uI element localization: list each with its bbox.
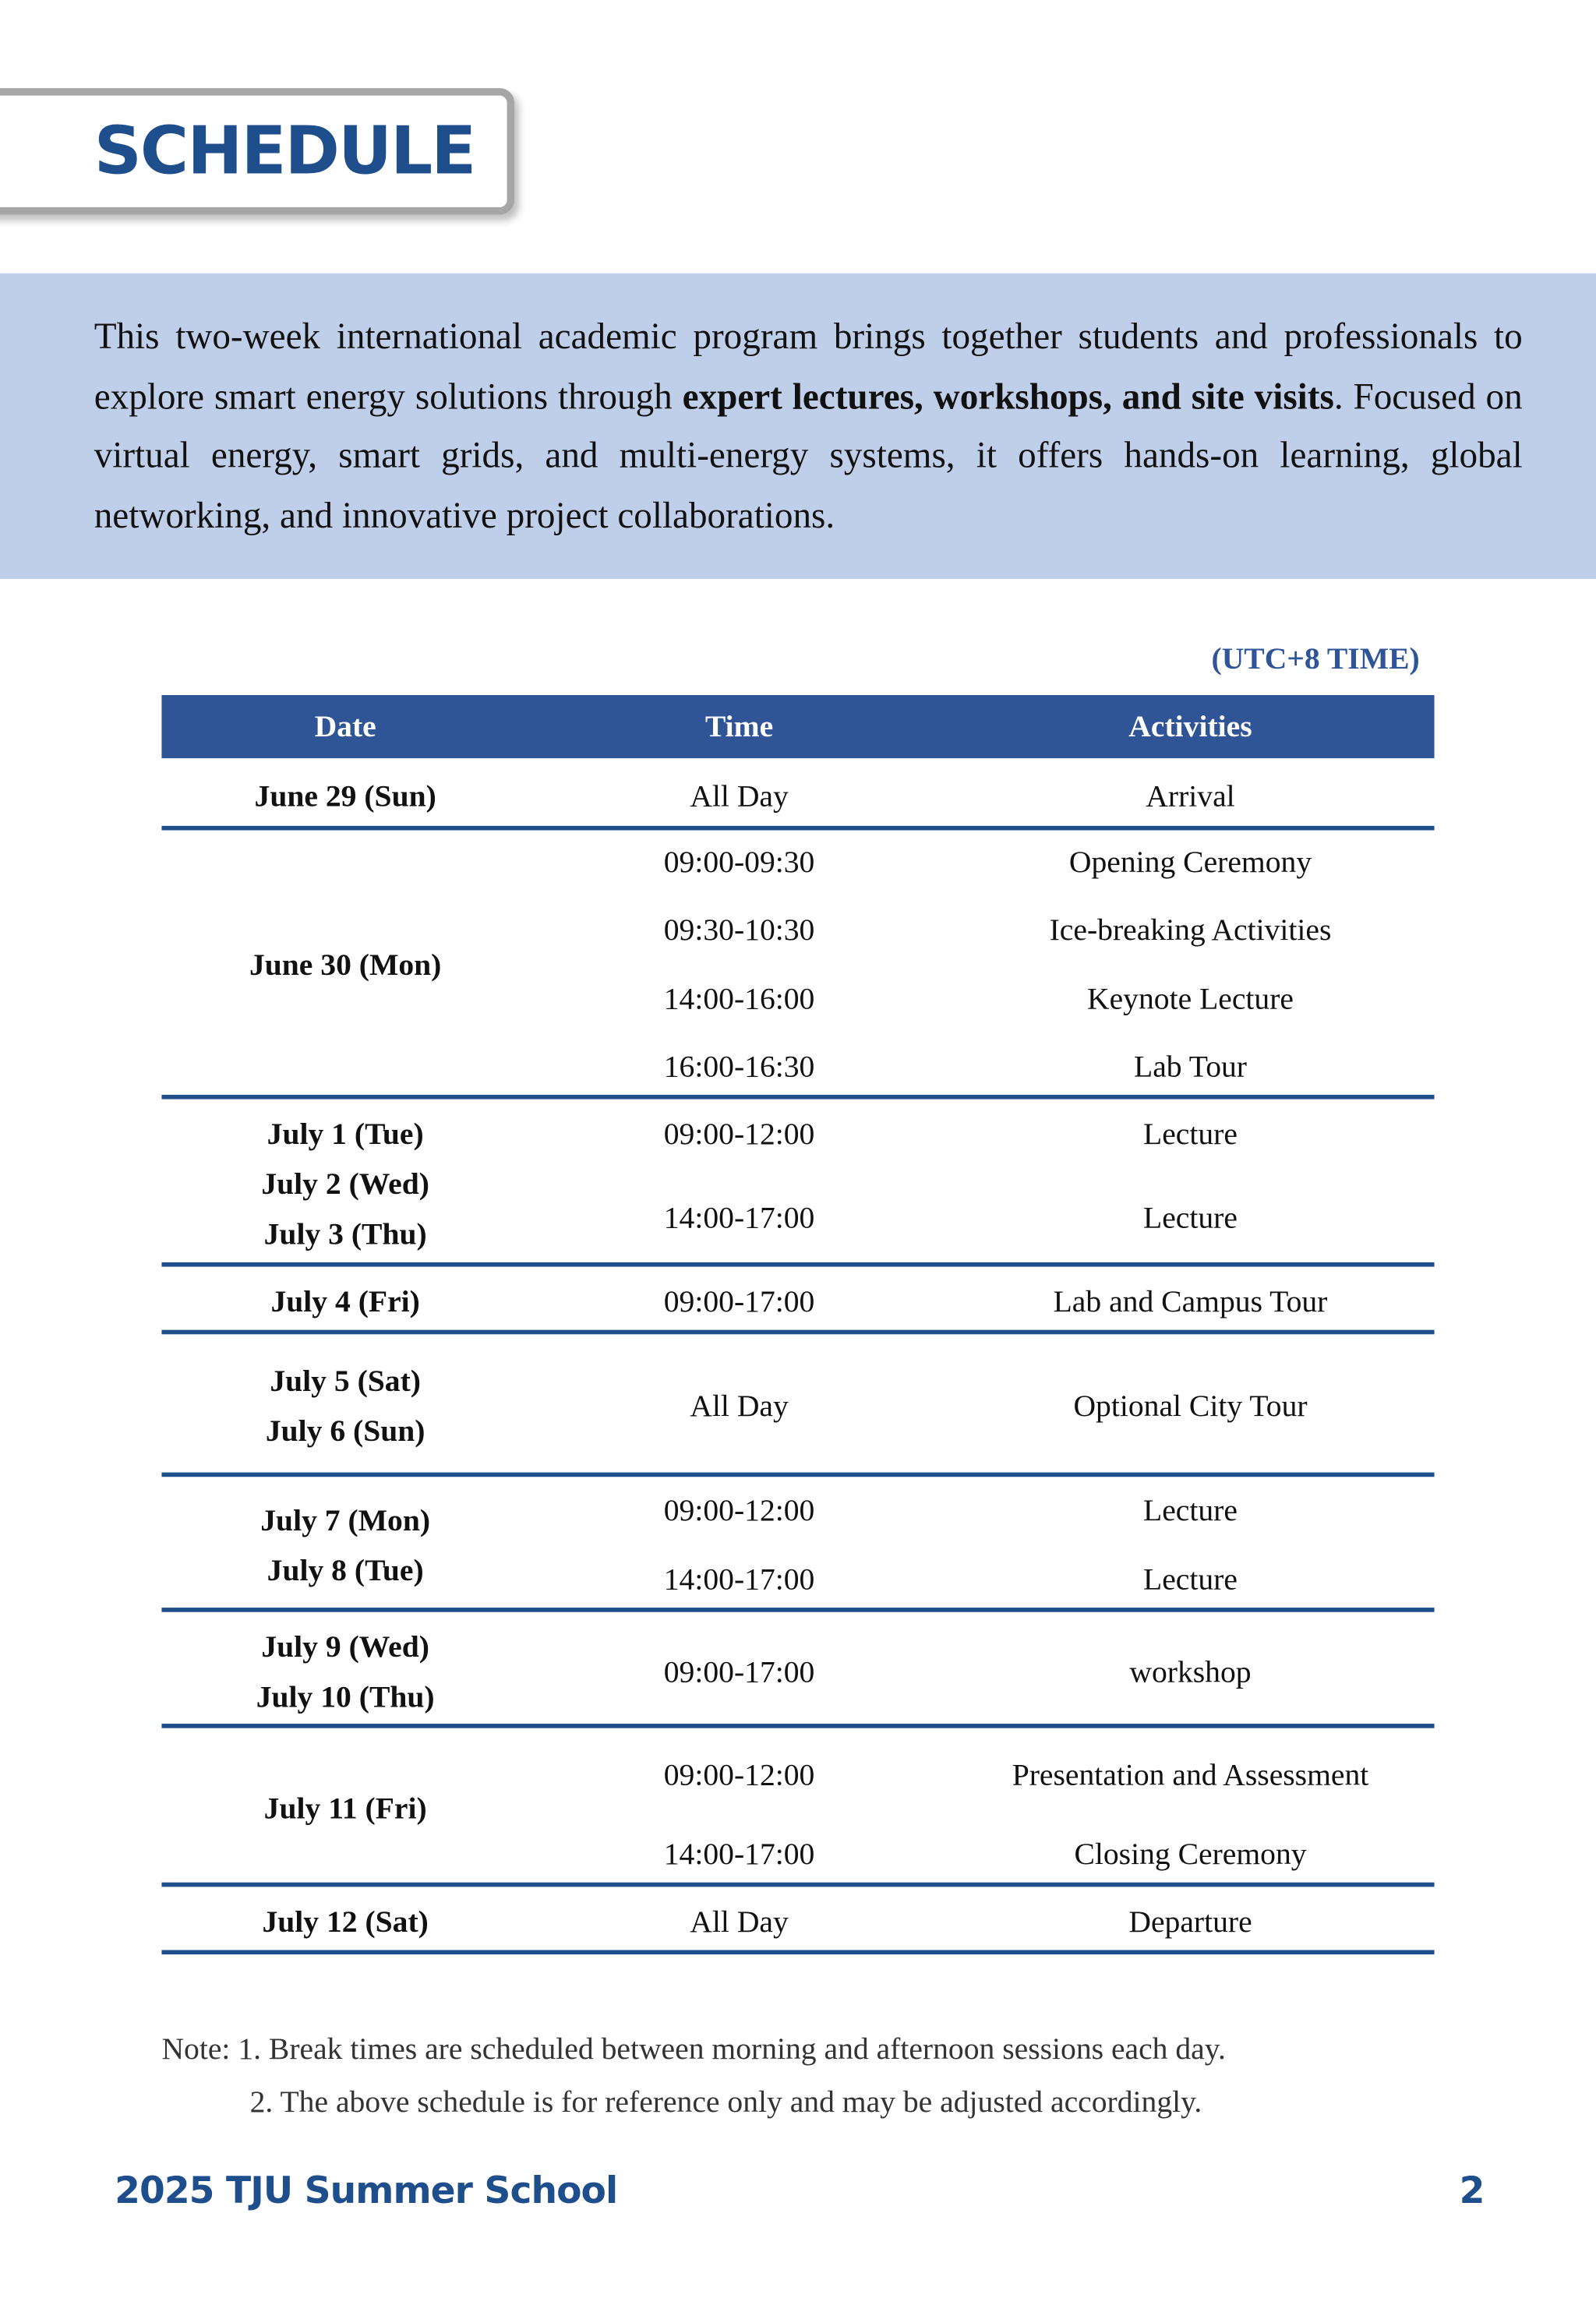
- date-cell: June 30 (Mon): [249, 947, 442, 983]
- time-cell: 14:00-17:00: [663, 1561, 815, 1597]
- row-divider: [161, 1262, 1435, 1266]
- time-cell: All Day: [690, 1388, 789, 1424]
- time-cell: 16:00-16:30: [663, 1048, 815, 1084]
- page-number: 2: [1459, 2169, 1485, 2212]
- time-cell: 09:00-17:00: [663, 1654, 815, 1689]
- activity-cell: Presentation and Assessment: [1012, 1756, 1369, 1792]
- row-divider: [161, 825, 1435, 830]
- time-cell: 09:30-10:30: [663, 912, 815, 948]
- intro-band: [0, 273, 1596, 580]
- date-cell: July 1 (Tue): [267, 1116, 424, 1152]
- table-header: [161, 694, 1435, 759]
- note-2: 2. The above schedule is for reference o…: [249, 2084, 1202, 2120]
- intro-text-2: . Focused on virtual energy, smart grids…: [94, 376, 1523, 536]
- activity-cell: Optional City Tour: [1073, 1388, 1308, 1424]
- note-1: Note: 1. Break times are scheduled betwe…: [161, 2031, 1226, 2067]
- date-cell: July 3 (Thu): [263, 1216, 427, 1251]
- footer-title: 2025 TJU Summer School: [115, 2169, 618, 2212]
- activity-cell: Lecture: [1143, 1561, 1238, 1597]
- row-divider: [161, 1472, 1435, 1477]
- date-cell: July 9 (Wed): [261, 1629, 429, 1664]
- date-cell: July 2 (Wed): [261, 1166, 429, 1202]
- activity-cell: Keynote Lecture: [1087, 980, 1294, 1017]
- activity-cell: Lab Tour: [1134, 1048, 1247, 1084]
- date-cell: July 6 (Sun): [265, 1413, 425, 1449]
- activity-cell: Lecture: [1143, 1492, 1238, 1528]
- date-cell: July 4 (Fri): [270, 1283, 420, 1319]
- activity-cell: Ice-breaking Activities: [1049, 912, 1332, 948]
- time-cell: 14:00-17:00: [663, 1199, 815, 1236]
- date-cell: July 8 (Tue): [267, 1552, 424, 1588]
- activity-cell: workshop: [1129, 1654, 1252, 1689]
- date-cell: July 12 (Sat): [262, 1904, 429, 1940]
- intro-paragraph: This two-week international academic pro…: [94, 309, 1523, 546]
- date-cell: July 5 (Sat): [270, 1363, 421, 1399]
- row-divider: [161, 1950, 1435, 1954]
- time-cell: 09:00-09:30: [663, 844, 815, 880]
- time-cell: All Day: [690, 778, 789, 814]
- time-cell: 09:00-12:00: [663, 1116, 815, 1152]
- intro-text: This two-week international academic pro…: [94, 317, 1523, 417]
- date-cell: July 10 (Thu): [256, 1678, 435, 1714]
- activity-cell: Opening Ceremony: [1068, 844, 1312, 880]
- header-time: Time: [704, 708, 774, 744]
- time-cell: 09:00-12:00: [663, 1492, 815, 1528]
- row-divider: [161, 1882, 1435, 1887]
- activity-cell: Arrival: [1146, 778, 1235, 814]
- time-cell: 09:00-17:00: [663, 1283, 815, 1319]
- time-cell: All Day: [690, 1904, 789, 1940]
- activity-cell: Closing Ceremony: [1074, 1836, 1307, 1872]
- row-divider: [161, 1329, 1435, 1334]
- date-cell: July 7 (Mon): [260, 1502, 431, 1538]
- header-date: Date: [314, 708, 376, 744]
- time-cell: 09:00-12:00: [663, 1756, 815, 1792]
- timezone-label: (UTC+8 TIME): [1211, 641, 1420, 676]
- intro-bold: expert lectures, workshops, and site vis…: [682, 376, 1334, 417]
- date-cell: June 29 (Sun): [254, 778, 436, 814]
- header-activities: Activities: [1128, 708, 1252, 744]
- activity-cell: Lab and Campus Tour: [1053, 1283, 1328, 1319]
- activity-cell: Lecture: [1143, 1199, 1238, 1236]
- time-cell: 14:00-17:00: [663, 1836, 815, 1872]
- row-divider: [161, 1724, 1435, 1728]
- date-cell: July 11 (Fri): [263, 1790, 427, 1827]
- title-box: [0, 88, 515, 215]
- activity-cell: Lecture: [1143, 1116, 1238, 1152]
- page-title: SCHEDULE: [94, 111, 477, 190]
- row-divider: [161, 1094, 1435, 1099]
- activity-cell: Departure: [1128, 1904, 1252, 1940]
- row-divider: [161, 1608, 1435, 1611]
- time-cell: 14:00-16:00: [663, 980, 815, 1017]
